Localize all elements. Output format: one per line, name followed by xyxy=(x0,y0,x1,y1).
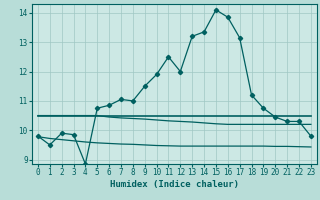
X-axis label: Humidex (Indice chaleur): Humidex (Indice chaleur) xyxy=(110,180,239,189)
